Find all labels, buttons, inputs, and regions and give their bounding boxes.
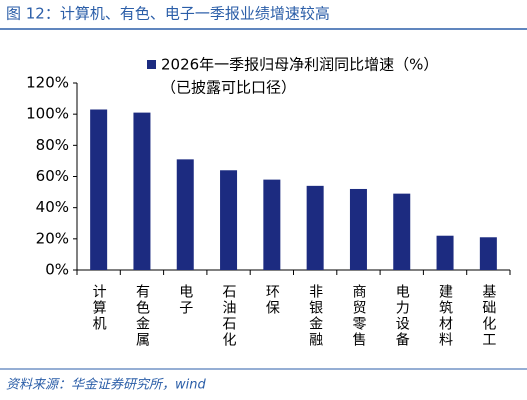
- bar: [436, 235, 454, 270]
- y-tick-label: 20%: [36, 229, 69, 247]
- x-tick-label: 非银金融: [307, 284, 323, 348]
- source: 资料来源：华金证券研究所，wind: [6, 377, 206, 393]
- bar: [220, 170, 238, 270]
- bar: [90, 109, 108, 270]
- bar: [176, 159, 194, 270]
- x-tick-label: 有色金属: [134, 284, 150, 348]
- legend-swatch: [147, 60, 156, 69]
- x-tick-label: 石油石化: [221, 284, 237, 348]
- chart-title: 图 12：计算机、有色、电子一季报业绩增速较高: [6, 5, 330, 23]
- x-tick-label: 建筑材料: [437, 284, 453, 348]
- bar: [263, 179, 281, 270]
- x-tick-label: 商贸零售: [350, 284, 366, 348]
- bar: [393, 193, 411, 270]
- bar: [133, 112, 151, 270]
- x-tick-label: 环保: [264, 284, 280, 316]
- y-tick-label: 0%: [45, 261, 69, 279]
- legend-label: 2026年一季报归母净利润同比增速（%）: [161, 56, 438, 74]
- x-tick-label: 基础化工: [480, 283, 496, 348]
- y-tick-label: 40%: [36, 198, 69, 216]
- y-tick-label: 60%: [36, 167, 69, 185]
- y-tick-label: 120%: [26, 74, 69, 92]
- x-tick-label: 电子: [177, 284, 193, 316]
- bar: [479, 237, 497, 270]
- y-tick-label: 100%: [26, 105, 69, 123]
- bar: [306, 185, 324, 270]
- x-tick-label: 计算机: [91, 284, 107, 332]
- bar: [349, 188, 367, 270]
- x-tick-label: 电力设备: [394, 284, 410, 348]
- y-tick-label: 80%: [36, 136, 69, 154]
- legend-note: （已披露可比口径）: [161, 79, 296, 97]
